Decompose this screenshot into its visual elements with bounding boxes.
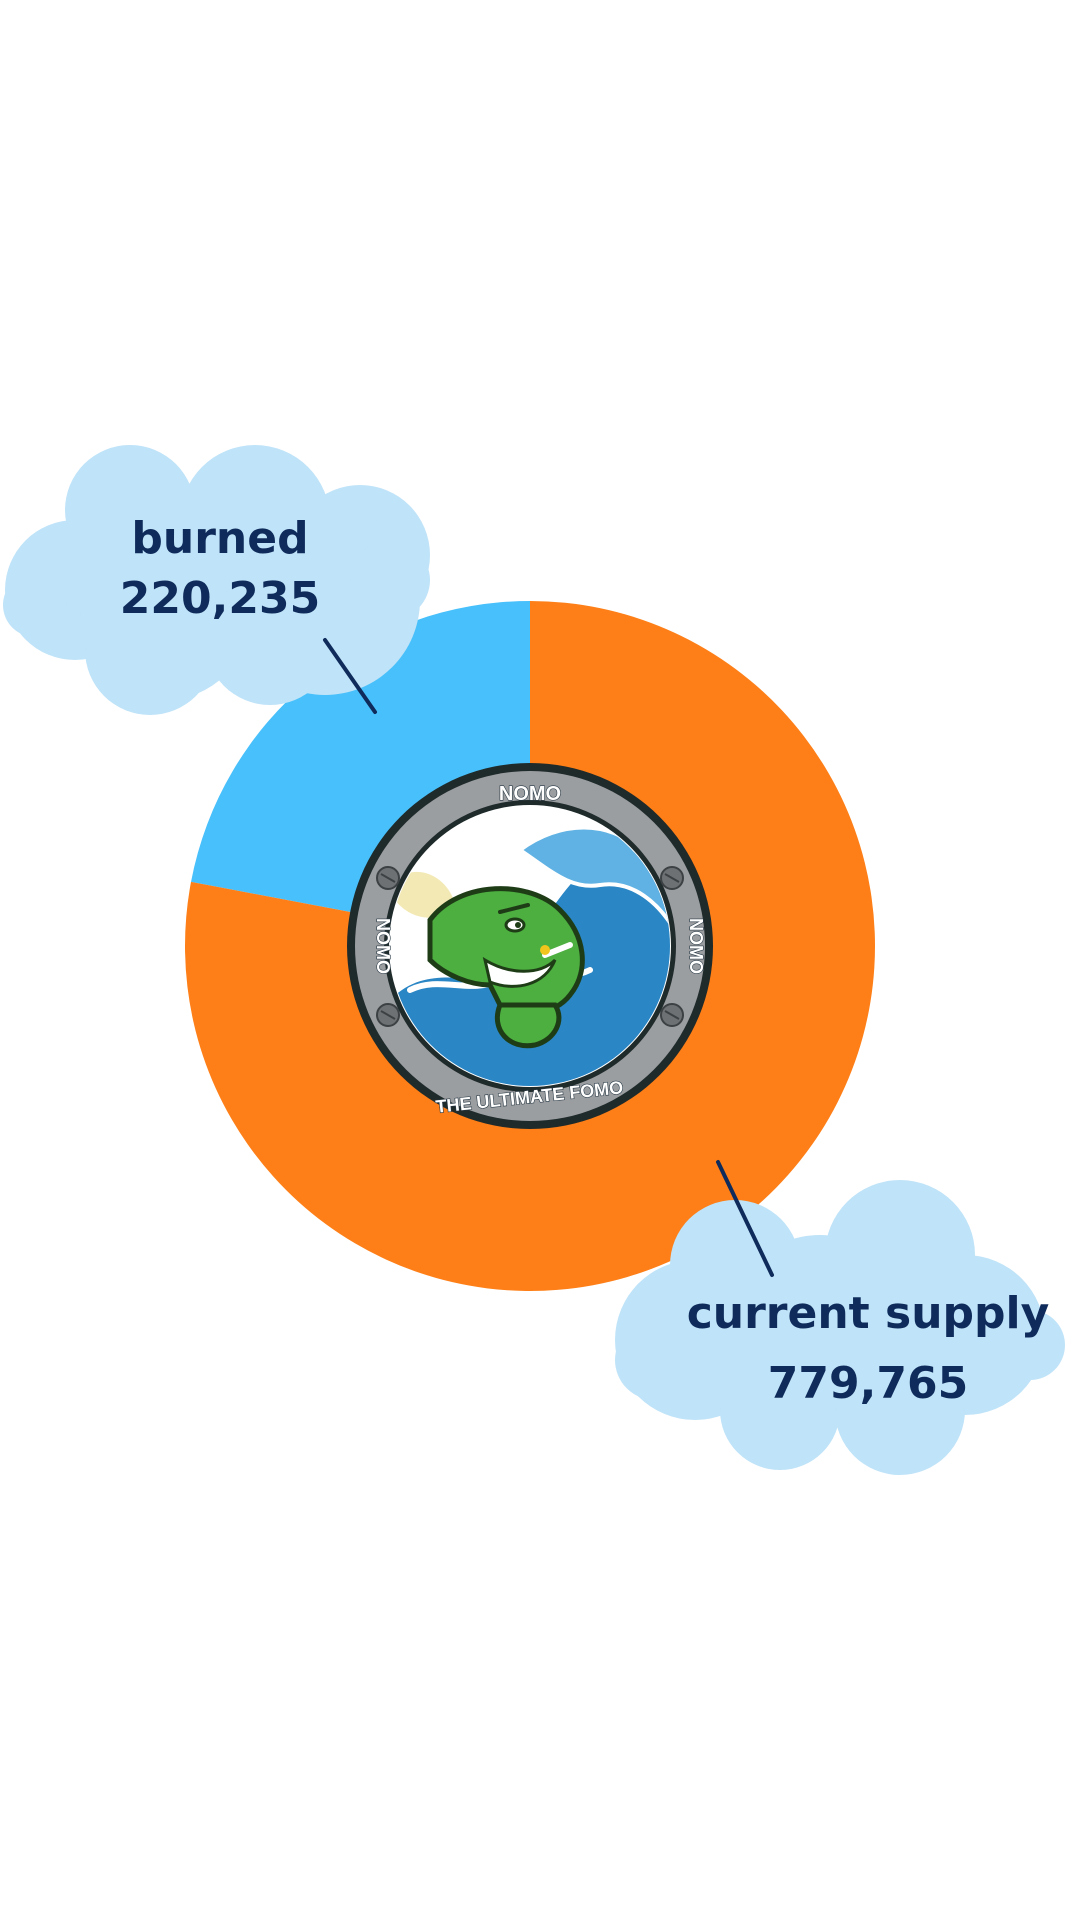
cloud-shape	[3, 445, 430, 715]
mascot-dino-icon	[427, 886, 585, 1049]
cloud-shape	[615, 1180, 1065, 1475]
screw-icon	[376, 866, 400, 890]
burned-callout-cloud: burned 220,235	[3, 445, 430, 715]
supply-callout-cloud: current supply 779,765	[615, 1180, 1065, 1475]
coin-logo: NOMO NOMO NOMO THE ULTIMATE FOMO	[347, 763, 713, 1129]
coin-top-text: NOMO	[499, 783, 561, 805]
supply-leader-line	[716, 1160, 774, 1277]
burned-label: burned	[131, 513, 308, 564]
burned-leader-line	[323, 638, 377, 714]
burned-value: 220,235	[120, 573, 320, 624]
donut-slices	[184, 601, 875, 1291]
supply-value: 779,765	[768, 1358, 968, 1409]
donut-slice-burned	[191, 601, 530, 917]
screw-icon	[660, 1003, 684, 1027]
screw-icon	[660, 866, 684, 890]
coin-right-text: NOMO	[686, 918, 706, 974]
supply-label: current supply	[687, 1288, 1050, 1339]
donut-slice-current-supply	[184, 601, 875, 1291]
coin-left-text: NOMO	[373, 918, 393, 974]
screw-icon	[376, 1003, 400, 1027]
